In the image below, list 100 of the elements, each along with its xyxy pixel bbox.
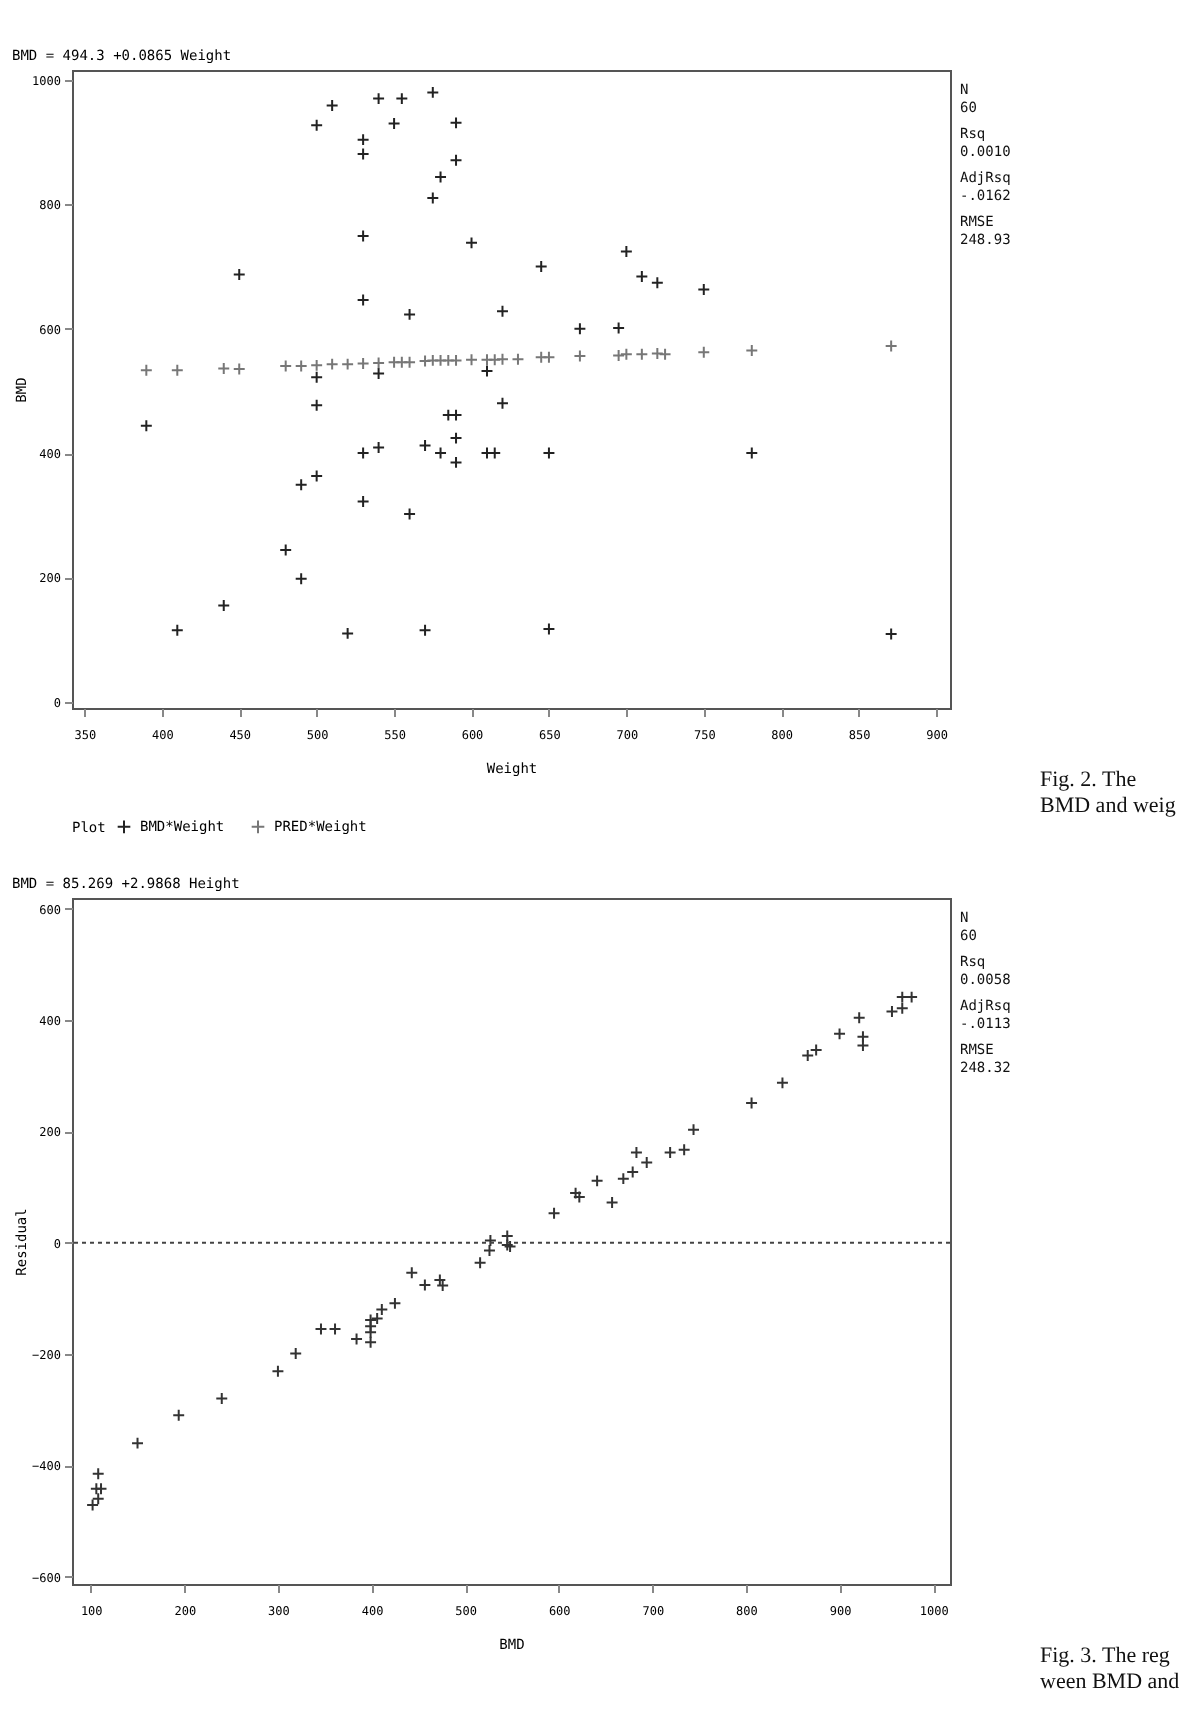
point xyxy=(612,321,626,335)
point xyxy=(480,353,494,367)
point xyxy=(511,352,525,366)
point xyxy=(626,1165,640,1179)
point xyxy=(170,363,184,377)
point xyxy=(325,357,339,371)
point xyxy=(895,1001,909,1015)
point xyxy=(473,1256,487,1270)
point xyxy=(395,92,409,106)
point xyxy=(370,1311,384,1325)
point xyxy=(388,1296,402,1310)
point xyxy=(356,229,370,243)
point xyxy=(341,357,355,371)
point xyxy=(356,147,370,161)
point xyxy=(217,598,231,612)
point xyxy=(449,116,463,130)
point xyxy=(616,1172,630,1186)
point xyxy=(833,1027,847,1041)
point xyxy=(745,343,759,357)
point xyxy=(356,293,370,307)
point xyxy=(436,1279,450,1293)
point xyxy=(341,626,355,640)
point xyxy=(418,623,432,637)
point xyxy=(310,118,324,132)
point xyxy=(496,396,509,410)
point xyxy=(310,370,324,384)
point xyxy=(418,354,432,368)
point xyxy=(650,276,664,290)
point xyxy=(542,350,556,364)
point xyxy=(663,1145,677,1159)
point xyxy=(328,1322,342,1336)
point xyxy=(170,623,184,637)
point xyxy=(480,364,494,378)
point xyxy=(697,283,711,296)
point xyxy=(364,1319,378,1333)
point xyxy=(619,347,633,361)
point xyxy=(372,92,386,106)
point xyxy=(573,349,587,363)
point xyxy=(449,153,463,167)
point xyxy=(387,355,401,369)
point xyxy=(496,352,509,366)
point xyxy=(895,990,909,1004)
point xyxy=(350,1332,364,1346)
point xyxy=(687,1123,700,1137)
point xyxy=(356,357,370,370)
point xyxy=(294,359,308,373)
point xyxy=(364,1325,378,1339)
point xyxy=(677,1143,691,1157)
point xyxy=(745,446,759,460)
point xyxy=(434,446,448,460)
point xyxy=(905,990,919,1004)
point xyxy=(572,1190,586,1204)
point xyxy=(310,469,324,483)
point xyxy=(310,398,324,412)
point xyxy=(465,236,478,250)
text: BMD and weig xyxy=(1040,794,1176,820)
point xyxy=(697,345,711,359)
point xyxy=(542,622,556,636)
point xyxy=(745,1096,759,1110)
point xyxy=(449,431,463,445)
point xyxy=(372,366,386,380)
point xyxy=(403,507,417,521)
point xyxy=(294,572,308,586)
point xyxy=(612,348,626,362)
point xyxy=(289,1347,303,1360)
point xyxy=(395,355,409,369)
point xyxy=(405,1266,419,1280)
point xyxy=(434,170,448,184)
point xyxy=(172,1408,186,1422)
point xyxy=(325,98,339,112)
point xyxy=(356,495,370,509)
point xyxy=(801,1049,815,1063)
point xyxy=(885,1005,899,1019)
point xyxy=(534,350,548,364)
point xyxy=(139,363,153,377)
point xyxy=(658,347,672,361)
point xyxy=(232,362,246,376)
point xyxy=(426,191,440,205)
point xyxy=(449,353,463,367)
point xyxy=(403,307,417,321)
point xyxy=(884,339,898,353)
point xyxy=(271,1364,285,1378)
point xyxy=(449,455,463,469)
point xyxy=(91,1467,105,1481)
point xyxy=(650,347,664,361)
point xyxy=(590,1174,604,1188)
point xyxy=(426,353,440,367)
point xyxy=(310,358,324,372)
point xyxy=(364,1335,378,1349)
point xyxy=(131,1436,144,1450)
point xyxy=(605,1196,619,1210)
point xyxy=(640,1156,654,1169)
point xyxy=(356,133,370,147)
point xyxy=(403,355,417,369)
point xyxy=(217,362,231,375)
point xyxy=(86,1498,100,1512)
point xyxy=(542,446,556,460)
point xyxy=(314,1322,328,1336)
point xyxy=(852,1011,866,1025)
point xyxy=(619,245,633,259)
